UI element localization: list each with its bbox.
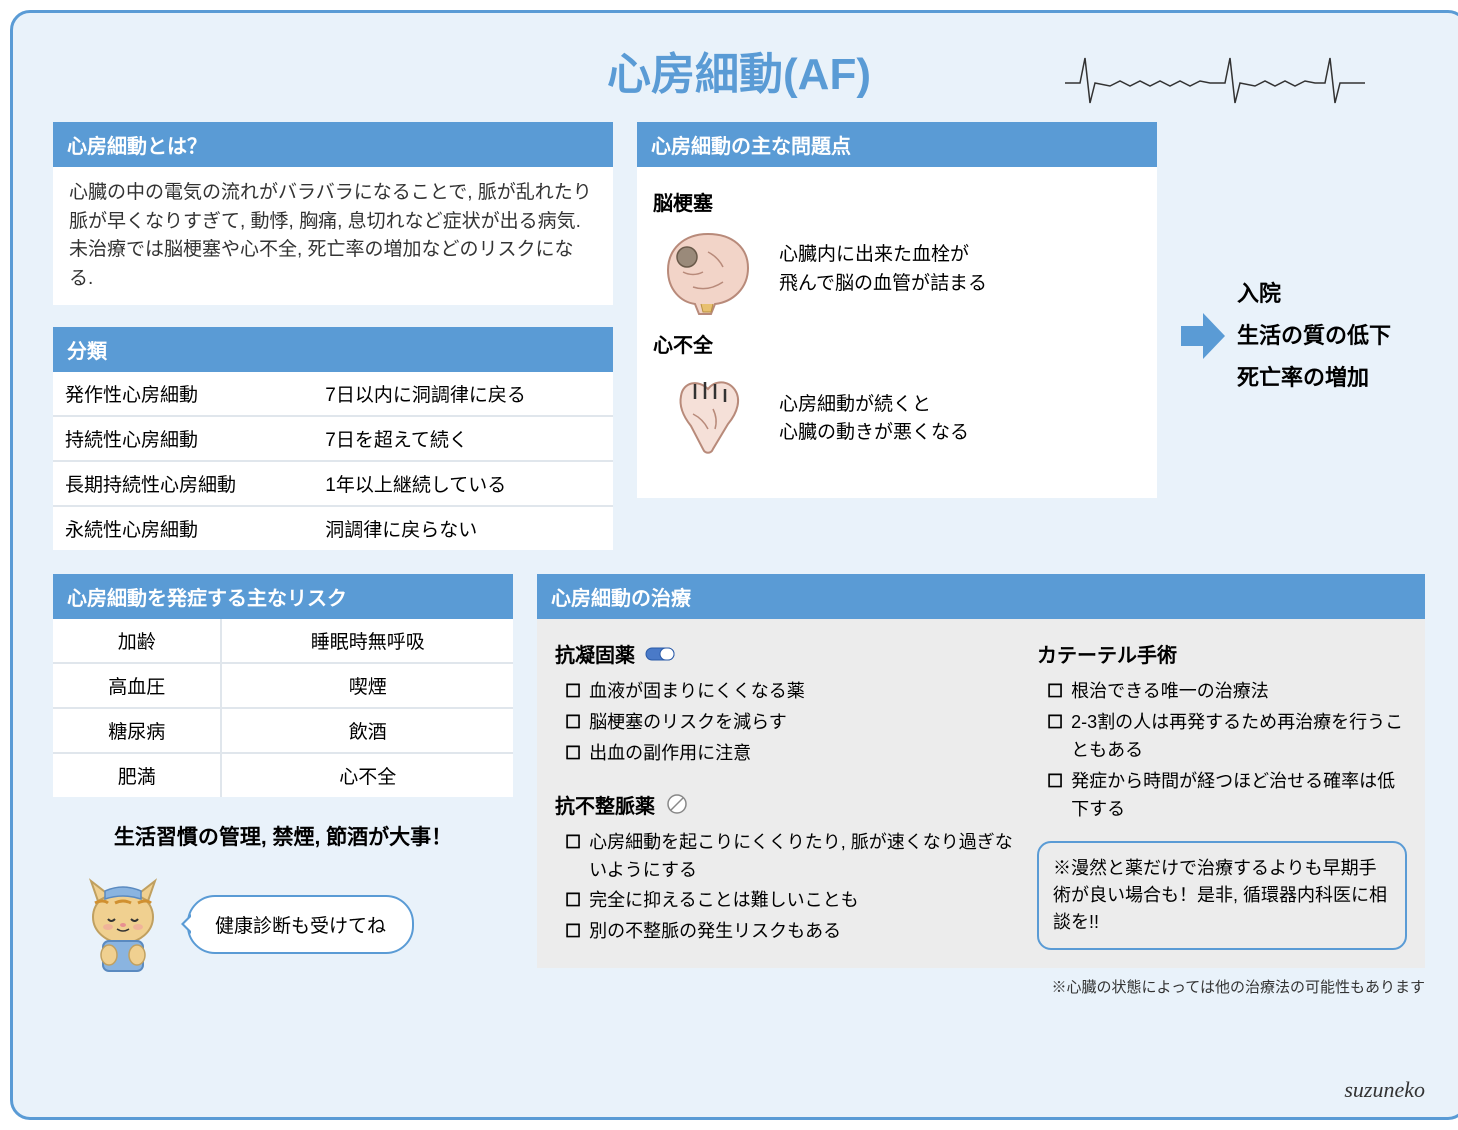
classification-header: 分類 (53, 327, 613, 372)
problem-row-1: 心臓内に出来た血栓が 飛んで脳の血管が詰まる (653, 222, 1141, 317)
class-row: 永続性心房細動洞調律に戻らない (53, 506, 613, 550)
treatment-left: 抗凝固薬 血液が固まりにくくなる薬 脳梗塞のリスクを減らす 出血の副作用に注意 (555, 633, 1013, 950)
outcome-item: 生活の質の低下 (1237, 315, 1391, 357)
footnote: ※心臓の状態によっては他の治療法の可能性もあります (537, 976, 1425, 997)
treatment-body: 抗凝固薬 血液が固まりにくくなる薬 脳梗塞のリスクを減らす 出血の副作用に注意 (537, 619, 1425, 968)
treat-item: 血液が固まりにくくなる薬 (565, 678, 1013, 706)
risks-col: 心房細動を発症する主なリスク 加齢睡眠時無呼吸 高血圧喫煙 糖尿病飲酒 肥満心不… (53, 574, 513, 997)
left-col-top: 心房細動とは？ 心臓の中の電気の流れがバラバラになることで, 脈が乱れたり脈が早… (53, 122, 613, 550)
outcomes-col: 入院 生活の質の低下 死亡率の増加 (1181, 122, 1411, 550)
classification-table: 発作性心房細動7日以内に洞調律に戻る 持続性心房細動7日を超えて続く 長期持続性… (53, 372, 613, 550)
pill-icon (645, 645, 675, 663)
problems-col: 心房細動の主な問題点 脳梗塞 心臓内に出来た血栓が 飛んで脳の血管が詰まる 心不… (637, 122, 1157, 550)
title-row: 心房細動(AF) (53, 38, 1425, 102)
class-row: 長期持続性心房細動1年以上継続している (53, 461, 613, 506)
anticoag-list: 血液が固まりにくくなる薬 脳梗塞のリスクを減らす 出血の副作用に注意 (555, 678, 1013, 768)
heart-icon (653, 364, 763, 474)
risks-header: 心房細動を発症する主なリスク (53, 574, 513, 619)
outcome-item: 入院 (1237, 273, 1391, 315)
speech-bubble: 健康診断も受けてね (187, 895, 414, 954)
class-row: 持続性心房細動7日を超えて続く (53, 416, 613, 461)
tablet-icon (665, 792, 689, 816)
catheter-title: カテーテル手術 (1037, 639, 1407, 668)
outcome-item: 死亡率の増加 (1237, 357, 1391, 399)
anticoag-title: 抗凝固薬 (555, 639, 1013, 668)
treat-item: 発症から時間が経つほど治せる確率は低下する (1047, 768, 1407, 824)
problem-row-2: 心房細動が続くと 心臓の動きが悪くなる (653, 364, 1141, 474)
definition-body: 心臓の中の電気の流れがバラバラになることで, 脈が乱れたり脈が早くなりすぎて, … (53, 167, 613, 305)
antiarr-list: 心房細動を起こりにくくりたり, 脈が速くなり過ぎないようにする 完全に抑えること… (555, 829, 1013, 947)
mascot-row: 健康診断も受けてね (73, 869, 513, 979)
treat-item: 2-3割の人は再発するため再治療を行うこともある (1047, 709, 1407, 765)
treat-item: 別の不整脈の発生リスクもある (565, 918, 1013, 946)
catheter-list: 根治できる唯一の治療法 2-3割の人は再発するため再治療を行うこともある 発症か… (1037, 678, 1407, 823)
brain-icon (653, 222, 763, 317)
treat-item: 根治できる唯一の治療法 (1047, 678, 1407, 706)
outcome-list: 入院 生活の質の低下 死亡率の増加 (1237, 273, 1391, 398)
lifestyle-message: 生活習慣の管理, 禁煙, 節酒が大事！ (53, 821, 513, 851)
problem-text-2: 心房細動が続くと 心臓の動きが悪くなる (779, 391, 969, 448)
treatment-header: 心房細動の治療 (537, 574, 1425, 619)
risks-table: 加齢睡眠時無呼吸 高血圧喫煙 糖尿病飲酒 肥満心不全 (53, 619, 513, 797)
problems-header: 心房細動の主な問題点 (637, 122, 1157, 167)
infographic-canvas: 心房細動(AF) 心房細動とは？ 心臓の中の電気の流れがバラバラになることで, … (10, 10, 1458, 1120)
antiarr-title: 抗不整脈薬 (555, 790, 1013, 819)
cat-mascot-icon (73, 869, 173, 979)
ecg-wave-icon (1065, 53, 1365, 113)
treat-item: 脳梗塞のリスクを減らす (565, 709, 1013, 737)
problem-title-1: 脳梗塞 (653, 187, 1141, 216)
top-grid: 心房細動とは？ 心臓の中の電気の流れがバラバラになることで, 脈が乱れたり脈が早… (53, 122, 1425, 550)
treatment-right: カテーテル手術 根治できる唯一の治療法 2-3割の人は再発するため再治療を行うこ… (1037, 633, 1407, 950)
treat-item: 完全に抑えることは難しいことも (565, 887, 1013, 915)
definition-header: 心房細動とは？ (53, 122, 613, 167)
treat-item: 心房細動を起こりにくくりたり, 脈が速くなり過ぎないようにする (565, 829, 1013, 885)
problem-text-1: 心臓内に出来た血栓が 飛んで脳の血管が詰まる (779, 241, 987, 298)
arrow-right-icon (1181, 311, 1225, 361)
signature: suzuneko (1344, 1077, 1425, 1103)
bottom-grid: 心房細動を発症する主なリスク 加齢睡眠時無呼吸 高血圧喫煙 糖尿病飲酒 肥満心不… (53, 574, 1425, 997)
problems-body: 脳梗塞 心臓内に出来た血栓が 飛んで脳の血管が詰まる 心不全 (637, 167, 1157, 498)
treatment-note: ※漫然と薬だけで治療するよりも早期手術が良い場合も！是非, 循環器内科医に相談を… (1037, 841, 1407, 950)
problem-title-2: 心不全 (653, 329, 1141, 358)
treat-item: 出血の副作用に注意 (565, 740, 1013, 768)
class-row: 発作性心房細動7日以内に洞調律に戻る (53, 372, 613, 416)
treatment-col: 心房細動の治療 抗凝固薬 血液が固まりにくくなる薬 脳梗塞のリスクを減らす (537, 574, 1425, 997)
